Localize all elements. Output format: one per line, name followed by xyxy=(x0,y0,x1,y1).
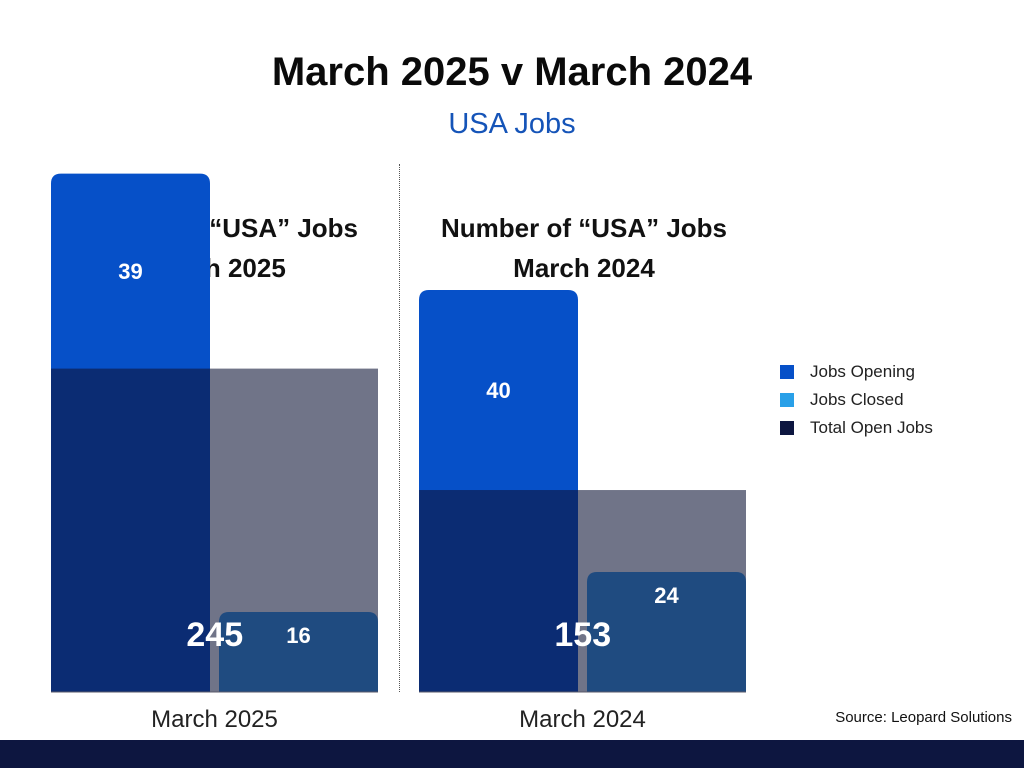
chart-subtitle: USA Jobs xyxy=(448,108,576,140)
bar-jobs-closed-2024 xyxy=(587,572,746,692)
category-label-2024: March 2024 xyxy=(519,706,646,733)
bar-jobs-closed-2025 xyxy=(219,612,378,692)
legend-item-jobs-closed: Jobs Closed xyxy=(780,386,933,414)
label-jobs-closed-2025: 16 xyxy=(286,623,310,648)
legend: Jobs Opening Jobs Closed Total Open Jobs xyxy=(780,358,933,442)
panel-title-2024-line-1: Number of “USA” Jobs xyxy=(440,213,728,243)
legend-swatch-jobs-opening xyxy=(780,365,794,379)
label-jobs-opening-2025: 39 xyxy=(118,259,142,284)
legend-item-total-open-jobs: Total Open Jobs xyxy=(780,414,933,442)
label-jobs-opening-2024: 40 xyxy=(486,378,510,403)
bar-jobs-opening-2024 xyxy=(419,290,578,501)
panel-title-2024: Number of “USA” Jobs March 2024 xyxy=(414,208,754,288)
panel-divider xyxy=(399,164,400,692)
legend-item-jobs-opening: Jobs Opening xyxy=(780,358,933,386)
legend-label-jobs-opening: Jobs Opening xyxy=(810,362,915,381)
label-total-open-jobs-2025: 245 xyxy=(186,616,243,654)
bar-charts: 39 16 245 March 2025 40 24 153 March 2024 xyxy=(51,173,746,733)
label-jobs-closed-2024: 24 xyxy=(654,583,679,608)
chart-title: March 2025 v March 2024 xyxy=(271,50,753,94)
legend-swatch-jobs-closed xyxy=(780,393,794,407)
panel-title-2024-line-2: March 2024 xyxy=(513,253,655,283)
label-total-open-jobs-2024: 153 xyxy=(554,616,611,654)
category-label-2025: March 2025 xyxy=(151,706,278,733)
footer-bar xyxy=(0,740,1024,768)
source-note: Source: Leopard Solutions xyxy=(835,709,1012,726)
legend-label-jobs-closed: Jobs Closed xyxy=(810,390,904,409)
bar-jobs-opening-2025 xyxy=(51,173,210,379)
legend-label-total-open-jobs: Total Open Jobs xyxy=(810,418,933,437)
bar-total-open-jobs-2024 xyxy=(419,490,578,692)
legend-swatch-total-open-jobs xyxy=(780,421,794,435)
bar-total-open-jobs-2025 xyxy=(51,368,210,692)
